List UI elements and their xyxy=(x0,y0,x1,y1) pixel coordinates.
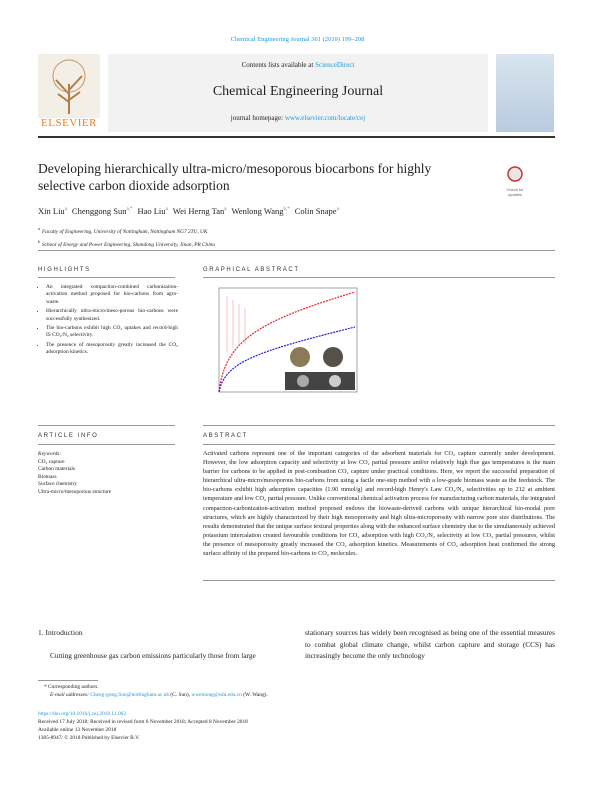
article-info-heading: ARTICLE INFO xyxy=(38,433,99,439)
copyright: 1385-8947/ © 2018 Published by Elsevier … xyxy=(38,735,140,741)
rule xyxy=(203,277,555,278)
highlight: The presence of mesoporosity greatly inc… xyxy=(46,342,178,357)
rule xyxy=(203,444,555,445)
affiliation-text: School of Energy and Power Engineering, … xyxy=(42,241,215,248)
author: Hao Liua xyxy=(137,206,167,216)
homepage-label: journal homepage: xyxy=(230,114,284,122)
received: Received 17 July 2018; Received in revis… xyxy=(38,719,248,725)
header-rule xyxy=(38,136,555,138)
author-name: Wenlong Wang xyxy=(231,206,284,216)
abstract-heading: ABSTRACT xyxy=(203,433,248,439)
affiliations: aFaculty of Engineering, University of N… xyxy=(38,224,558,250)
keyword: Ultra-micro/mesoporous structure xyxy=(38,488,112,495)
author-name: Hao Liu xyxy=(137,206,166,216)
highlights-heading: HIGHLIGHTS xyxy=(38,267,91,273)
author-sup[interactable]: a xyxy=(224,207,227,213)
contents-line: Contents lists available at ScienceDirec… xyxy=(108,61,488,69)
intro-heading: 1. Introduction xyxy=(38,628,83,637)
homepage-line: journal homepage: www.elsevier.com/locat… xyxy=(108,114,488,122)
affiliation-label: b xyxy=(38,238,40,244)
check-label: Check for updates xyxy=(506,187,524,197)
elsevier-tree xyxy=(38,54,100,118)
rule xyxy=(203,580,555,581)
highlights-list: An integrated compaction-combined carbon… xyxy=(38,284,178,359)
doi[interactable]: https://doi.org/10.1016/j.cej.2018.11.06… xyxy=(38,711,127,717)
keyword: Surface chemistry xyxy=(38,481,78,488)
rule xyxy=(38,250,555,251)
name-1: (C. Sun), xyxy=(170,692,191,698)
corresponding: * Corresponding authors. xyxy=(44,684,99,690)
rule xyxy=(203,425,555,426)
rule xyxy=(38,680,98,681)
keyword: CO₂ capture xyxy=(38,458,65,465)
author: Wenlong Wangb,* xyxy=(231,206,289,216)
intro-left: Cutting greenhouse gas carbon emissions … xyxy=(50,651,256,660)
author-name: Chenggong Sun xyxy=(71,206,127,216)
online: Available online 13 November 2018 xyxy=(38,727,117,733)
title: Developing hierarchically ultra-micro/me… xyxy=(38,161,432,193)
name-2: (W. Wang). xyxy=(243,692,268,698)
rule xyxy=(38,444,175,445)
authors: Xin Liua Chenggong Suna,* Hao Liua Wei Hern… xyxy=(38,206,558,216)
emails: E-mail addresses: Cheng-gong.Sun@notting… xyxy=(50,692,268,699)
author-name: Wei Herng Tan xyxy=(172,206,225,216)
journal-cover xyxy=(496,54,554,132)
author: Wei Herng Tana xyxy=(173,206,227,216)
author-sup[interactable]: b,* xyxy=(283,207,290,213)
author-sup[interactable]: a xyxy=(64,207,67,213)
rule xyxy=(38,277,175,278)
author-sup[interactable]: a xyxy=(165,207,168,213)
author: Chenggong Suna,* xyxy=(72,206,133,216)
rule xyxy=(38,425,175,426)
highlight: Hierarchically ultra-micro/meso-porous b… xyxy=(46,308,178,323)
author: Colin Snapea xyxy=(295,206,339,216)
journal-ref[interactable]: Chemical Engineering Journal 361 (2019) … xyxy=(230,36,365,43)
author-name: Colin Snape xyxy=(294,206,337,216)
affiliation-text: Faculty of Engineering, University of No… xyxy=(42,228,208,235)
affiliation: bSchool of Energy and Power Engineering,… xyxy=(38,237,558,250)
author-sup[interactable]: a,* xyxy=(126,207,133,213)
affiliation: aFaculty of Engineering, University of N… xyxy=(38,224,558,237)
intro-right: stationary sources has widely been recog… xyxy=(305,628,555,660)
journal-name: Chemical Engineering Journal xyxy=(212,84,384,99)
header-box xyxy=(108,54,488,132)
homepage-link[interactable]: www.elsevier.com/locate/cej xyxy=(284,114,366,122)
affiliation-label: a xyxy=(38,226,40,231)
author-sup[interactable]: a xyxy=(336,207,339,213)
check-updates[interactable]: Check for updates xyxy=(500,166,530,197)
email-1[interactable]: Cheng-gong.Sun@nottingham.ac.uk xyxy=(90,692,170,698)
keywords: Keywords: CO₂ capture Carbon materials Biom… xyxy=(38,451,175,497)
author: Xin Liua xyxy=(38,206,67,216)
author-name: Xin Liu xyxy=(38,206,65,216)
graphical-abstract-heading: GRAPHICAL ABSTRACT xyxy=(203,267,300,273)
keywords-label: Keywords: xyxy=(38,451,62,457)
keyword: Biomass xyxy=(38,473,57,480)
highlight: The bio-carbons exhibit high CO₂ uptakes… xyxy=(46,325,178,340)
email-label: E-mail addresses: xyxy=(50,692,89,698)
publisher: ELSEVIER xyxy=(41,117,97,129)
email-2[interactable]: wwenlong@sdu.edu.cn xyxy=(191,692,242,698)
abstract-text: Activated carbons represent one of the i… xyxy=(203,450,555,558)
keyword: Carbon materials xyxy=(38,466,75,473)
highlight: An integrated compaction-combined carbon… xyxy=(46,284,178,306)
contents: Contents lists available at xyxy=(241,61,314,69)
graphical-abstract-image xyxy=(218,287,358,393)
sciencedirect-link[interactable]: ScienceDirect xyxy=(315,61,355,69)
